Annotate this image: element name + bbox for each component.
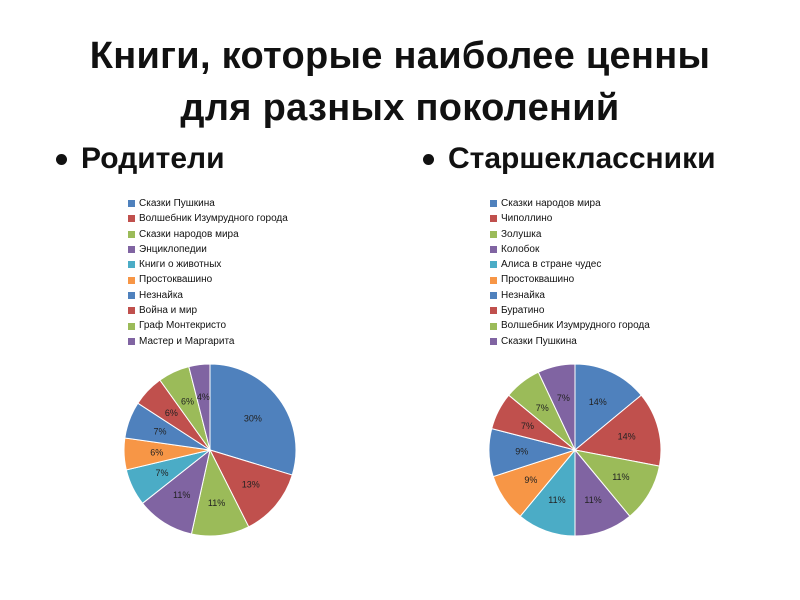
- legend-label: Колобок: [501, 243, 540, 255]
- legend-item: Война и мир: [128, 303, 288, 318]
- legend-swatch: [128, 230, 135, 238]
- bullet-dot-icon: [56, 153, 67, 165]
- legend-label: Сказки народов мира: [139, 228, 239, 240]
- legend-swatch: [128, 246, 135, 254]
- slice-label: 6%: [181, 397, 194, 407]
- legend-label: Волшебник Изумрудного города: [139, 213, 288, 225]
- legend-item: Золушка: [490, 227, 650, 242]
- pie-slice: [209, 449, 293, 528]
- pie-slice: [573, 394, 662, 467]
- legend-label: Буратино: [501, 305, 545, 317]
- bullet-parents-label: Родители: [81, 142, 225, 175]
- pie-chart-seniors: 14%14%11%11%11%9%9%7%7%7%: [488, 363, 662, 537]
- legend-item: Алиса в стране чудес: [490, 257, 650, 272]
- legend-item: Граф Монтекристо: [128, 318, 288, 333]
- legend-label: Мастер и Маргарита: [139, 335, 235, 347]
- legend-item: Простоквашино: [128, 272, 288, 287]
- legend-swatch: [128, 307, 135, 315]
- legend-swatch: [490, 215, 497, 223]
- legend-label: Простоквашино: [501, 274, 575, 286]
- legend-swatch: [490, 246, 497, 254]
- slice-label: 13%: [242, 479, 260, 489]
- pie-chart-parents: 30%13%11%11%7%6%7%6%6% 4%: [123, 363, 297, 537]
- bullet-seniors: Старшеклассники: [423, 142, 716, 176]
- pie-slice: [188, 363, 211, 451]
- slice-label: 7%: [521, 421, 534, 431]
- legend-item: Волшебник Изумрудного города: [490, 318, 650, 333]
- bullet-parents: Родители: [56, 142, 225, 176]
- legend-item: Незнайка: [128, 288, 288, 303]
- legend-swatch: [490, 261, 497, 269]
- slice-label: 6%: [150, 447, 163, 457]
- slice-label: 7%: [156, 468, 169, 478]
- bullet-seniors-label: Старшеклассники: [448, 142, 716, 175]
- slice-label: 11%: [612, 472, 629, 482]
- legend-item: Волшебник Изумрудного города: [128, 211, 288, 226]
- legend-item: Мастер и Маргарита: [128, 334, 288, 349]
- legend-label: Война и мир: [139, 305, 198, 317]
- legend-item: Сказки Пушкина: [490, 334, 650, 349]
- legend-swatch: [128, 200, 135, 208]
- slice-label: 6%: [165, 408, 178, 418]
- bullet-dot-icon: [423, 153, 434, 165]
- legend-label: Волшебник Изумрудного города: [501, 320, 650, 332]
- legend-label: Чиполлино: [501, 213, 553, 225]
- legend-item: Сказки народов мира: [128, 227, 288, 242]
- legend-label: Незнайка: [501, 289, 545, 301]
- slice-label: 7%: [154, 426, 167, 436]
- slice-label: 9%: [515, 447, 528, 457]
- legend-label: Золушка: [501, 228, 542, 240]
- slice-label: 30%: [244, 413, 262, 423]
- legend-label: Энциклопедии: [139, 243, 207, 255]
- legend-swatch: [128, 215, 135, 223]
- legend-item: Чиполлино: [490, 211, 650, 226]
- slice-label: 14%: [618, 432, 636, 442]
- pie-slice: [209, 363, 297, 476]
- legend-label: Книги о животных: [139, 259, 222, 271]
- legend-item: Сказки Пушкина: [128, 196, 288, 211]
- legend-swatch: [490, 230, 497, 238]
- slice-label: 11%: [208, 498, 225, 508]
- slice-label: 9%: [524, 475, 537, 485]
- legend-label: Незнайка: [139, 289, 183, 301]
- legend-item: Буратино: [490, 303, 650, 318]
- legend-item: Сказки народов мира: [490, 196, 650, 211]
- slice-label: 11%: [173, 490, 190, 500]
- slice-label: 7%: [557, 393, 570, 403]
- legend-swatch: [490, 276, 497, 284]
- legend-item: Простоквашино: [490, 272, 650, 287]
- legend-item: Незнайка: [490, 288, 650, 303]
- legend-label: Сказки народов мира: [501, 198, 601, 209]
- legend-swatch: [128, 322, 135, 330]
- legend-item: Книги о животных: [128, 257, 288, 272]
- legend-swatch: [490, 291, 497, 299]
- pie-slice: [537, 363, 576, 451]
- slide-title: Книги, которые наиболее ценны для разных…: [0, 30, 800, 134]
- slice-label: 4%: [197, 392, 210, 402]
- legend-item: Колобок: [490, 242, 650, 257]
- legend-swatch: [128, 276, 135, 284]
- legend-swatch: [128, 261, 135, 269]
- slice-label: 11%: [548, 495, 565, 505]
- legend-swatch: [128, 291, 135, 299]
- title-line-2: для разных поколений: [180, 87, 620, 129]
- legend-seniors: Сказки народов мира Чиполлино Золушка Колоб…: [490, 196, 650, 349]
- legend-item: Энциклопедии: [128, 242, 288, 257]
- slice-label: 7%: [536, 403, 549, 413]
- title-line-1: Книги, которые наиболее ценны: [89, 35, 711, 77]
- legend-label: Алиса в стране чудес: [501, 259, 602, 271]
- legend-swatch: [128, 337, 135, 345]
- legend-swatch: [490, 200, 497, 208]
- legend-swatch: [490, 322, 497, 330]
- legend-label: Сказки Пушкина: [139, 198, 215, 209]
- legend-label: Сказки Пушкина: [501, 335, 577, 347]
- legend-swatch: [490, 337, 497, 345]
- slice-label: 11%: [584, 495, 601, 505]
- legend-parents: Сказки Пушкина Волшебник Изумрудного горо…: [128, 196, 288, 349]
- pie-slice: [574, 363, 642, 452]
- legend-swatch: [490, 307, 497, 315]
- slice-label: 14%: [589, 397, 607, 407]
- legend-label: Граф Монтекристо: [139, 320, 227, 332]
- legend-label: Простоквашино: [139, 274, 213, 286]
